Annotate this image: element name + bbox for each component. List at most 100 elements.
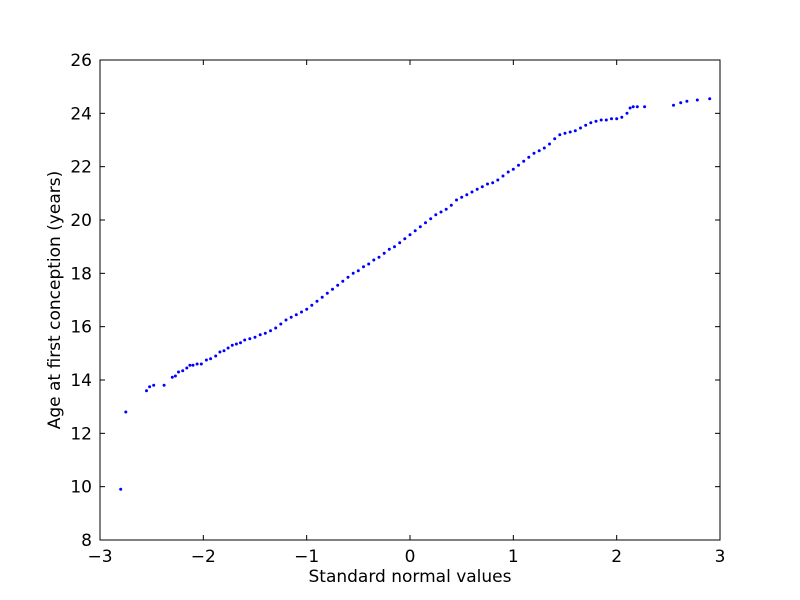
data-point [372, 258, 376, 262]
data-point [310, 303, 314, 307]
data-point [418, 225, 422, 229]
data-point [377, 255, 381, 259]
data-point [501, 174, 505, 178]
x-tick-label: −2 [191, 547, 216, 567]
data-point [563, 131, 567, 135]
data-point [181, 369, 185, 373]
data-point [226, 346, 230, 350]
data-point [685, 99, 689, 103]
data-point [124, 410, 128, 414]
data-point [305, 307, 309, 311]
data-point [279, 322, 283, 326]
data-point [537, 149, 541, 153]
data-point [679, 101, 683, 105]
data-point [517, 163, 520, 167]
data-point [253, 335, 257, 339]
data-point [408, 233, 412, 237]
data-point [486, 182, 489, 186]
data-point [672, 103, 675, 107]
data-point [258, 333, 262, 337]
data-point [199, 362, 203, 366]
data-point [708, 97, 712, 101]
data-point [635, 105, 639, 109]
data-point [230, 343, 234, 347]
data-point [480, 185, 484, 189]
data-point [553, 137, 557, 141]
data-point [214, 354, 218, 358]
data-point [491, 181, 495, 185]
data-point [449, 203, 453, 207]
data-point [382, 251, 386, 255]
data-point [177, 370, 180, 374]
y-tick-label: 22 [70, 158, 92, 178]
data-point [542, 146, 546, 150]
data-point [362, 265, 365, 269]
data-point [413, 229, 417, 233]
y-tick-label: 24 [70, 104, 92, 124]
data-point [248, 337, 252, 341]
y-tick-label: 16 [70, 318, 92, 338]
x-tick-label: 3 [715, 547, 726, 567]
data-point [148, 385, 152, 389]
data-point [269, 329, 272, 333]
y-tick-label: 26 [70, 51, 92, 71]
data-point [173, 374, 177, 378]
data-point [628, 106, 632, 110]
data-point [460, 195, 464, 199]
data-point [496, 178, 500, 182]
data-point [209, 357, 213, 361]
data-point [234, 342, 238, 346]
data-point [300, 310, 303, 314]
x-axis-label: Standard normal values [308, 567, 511, 587]
data-point [341, 279, 345, 283]
data-point [152, 383, 156, 387]
data-point [331, 287, 334, 291]
data-point [548, 142, 551, 146]
data-point [429, 217, 433, 221]
data-point [615, 117, 619, 121]
data-point [470, 190, 474, 194]
data-point [522, 159, 526, 163]
y-tick-label: 12 [70, 424, 92, 444]
data-point [527, 155, 531, 159]
y-axis-label: Age at first conception (years) [45, 171, 65, 430]
data-point [263, 331, 267, 335]
data-point [315, 299, 319, 303]
data-point [444, 207, 448, 211]
data-point [393, 245, 396, 249]
data-point [320, 295, 324, 299]
data-point [284, 318, 288, 322]
data-point [403, 237, 407, 241]
data-point [643, 105, 647, 109]
data-point [625, 111, 629, 115]
data-point [336, 283, 340, 287]
data-point [579, 126, 582, 130]
data-point [195, 362, 199, 366]
data-point [584, 123, 588, 127]
data-point [455, 198, 458, 202]
data-point [170, 375, 174, 379]
data-point [631, 105, 635, 109]
data-point [599, 118, 603, 122]
data-point [204, 358, 208, 362]
data-point [239, 341, 242, 345]
plot-area-frame [99, 59, 721, 541]
x-tick-label: −3 [87, 547, 112, 567]
x-tick-label: 0 [405, 547, 416, 567]
data-point [398, 241, 402, 245]
data-point [465, 193, 469, 197]
data-point [610, 117, 613, 121]
data-point [506, 170, 510, 174]
data-point [294, 313, 298, 317]
data-point [434, 213, 438, 217]
data-point [511, 167, 515, 171]
y-tick-label: 18 [70, 264, 92, 284]
x-tick-label: 1 [508, 547, 519, 567]
y-tick-label: 10 [70, 478, 92, 498]
data-point [356, 269, 360, 273]
data-point [573, 129, 577, 133]
data-point [620, 115, 624, 119]
